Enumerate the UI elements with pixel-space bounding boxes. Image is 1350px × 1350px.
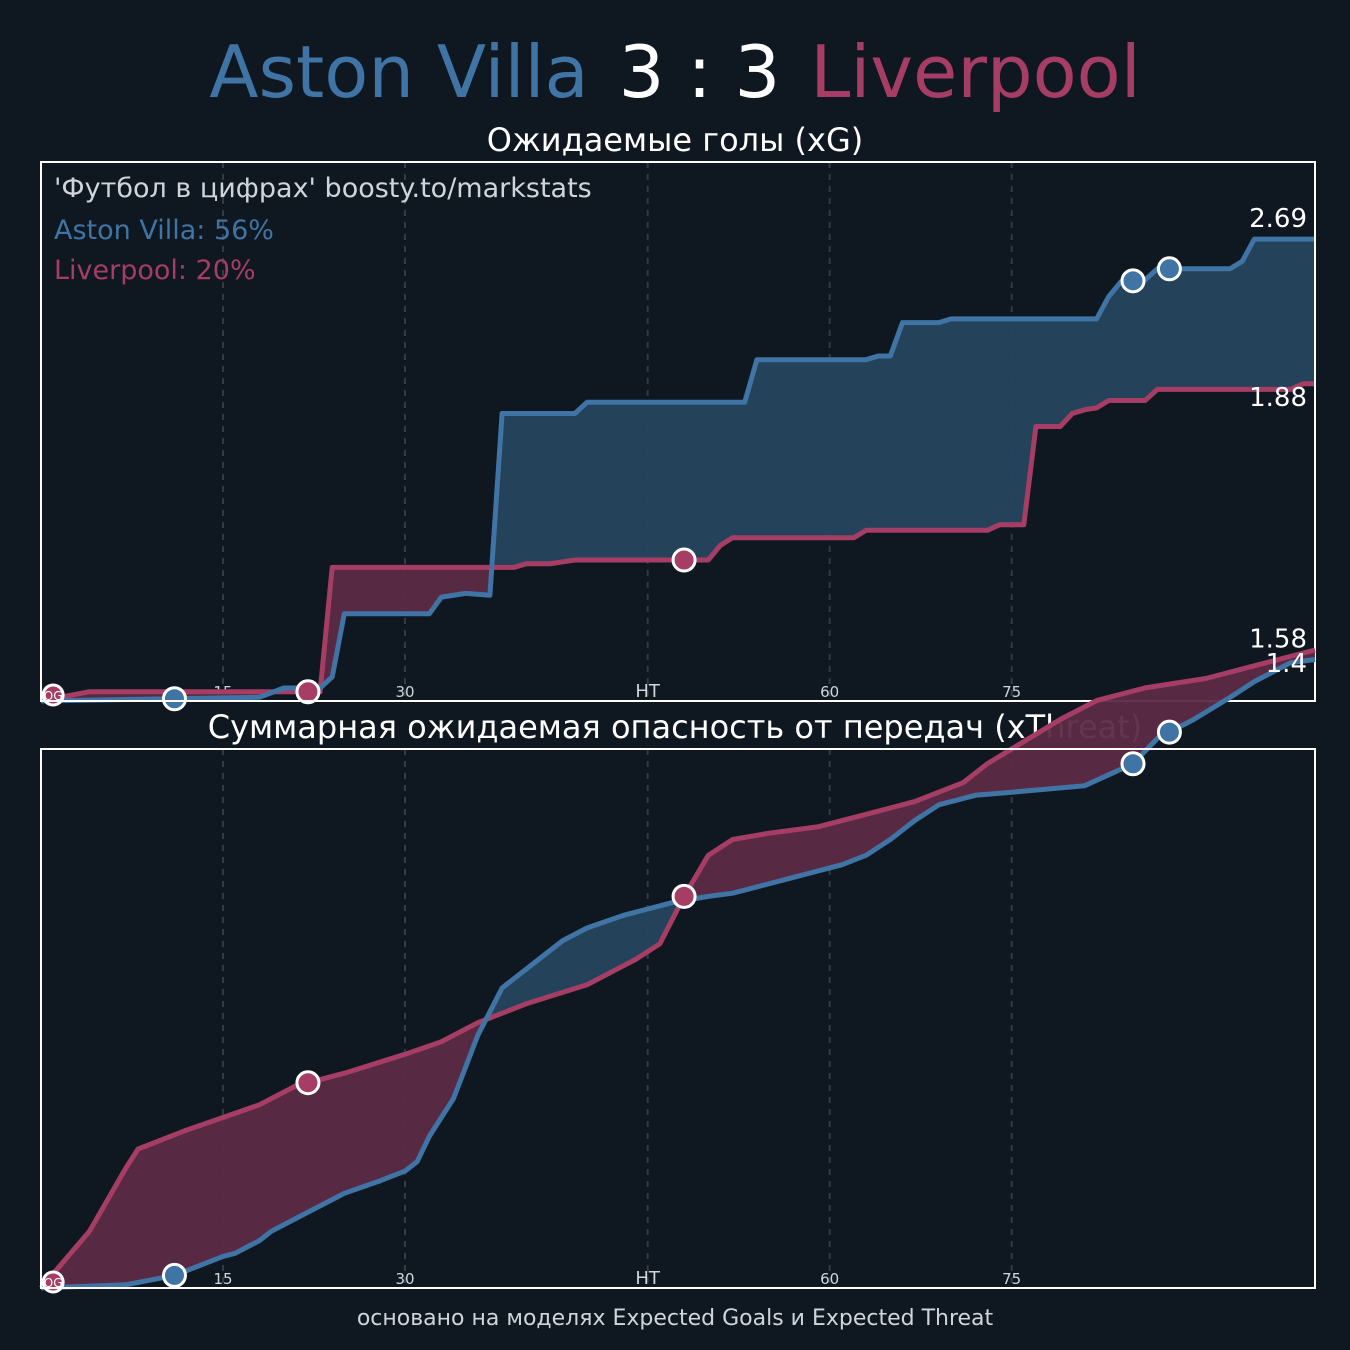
home-goal-marker — [1120, 751, 1146, 777]
xthreat-chart-title: Суммарная ожидаемая опасность от передач… — [207, 708, 1143, 746]
home-total-label: 1.58 — [1249, 625, 1307, 655]
away-advantage-area — [323, 549, 493, 686]
match-header: Aston Villa 3 : 3 Liverpool — [0, 24, 1350, 120]
home-team-name: Aston Villa — [209, 30, 589, 114]
xg-chart: 1530HT6075OG2.691.88'Футбол в цифрах' bo… — [40, 161, 1316, 712]
x-tick-label: HT — [635, 681, 661, 702]
home-goal-marker — [161, 1262, 187, 1288]
match-score: 3 : 3 — [618, 30, 781, 114]
home-series-line — [40, 657, 1316, 1291]
home-advantage-area — [486, 896, 685, 1020]
home-goal-marker — [161, 686, 187, 712]
away-total-label: 1.4 — [1266, 649, 1307, 679]
x-tick-label: 15 — [213, 1270, 232, 1288]
own-goal-label: OG — [44, 1276, 63, 1290]
away-goal-marker — [671, 883, 697, 909]
home-advantage-area — [493, 239, 1315, 568]
away-goal-marker — [295, 679, 321, 705]
home-goal-marker — [1120, 268, 1146, 294]
home-goal-marker — [1156, 256, 1182, 282]
chart-frame — [40, 161, 1316, 702]
own-goal-label: OG — [44, 689, 63, 703]
away-total-label: 1.88 — [1249, 383, 1307, 413]
home-total-label: 2.69 — [1249, 204, 1307, 234]
away-goal-marker — [295, 1070, 321, 1096]
away-win-probability: Liverpool: 20% — [54, 255, 256, 286]
xthreat-chart: 15 30 HT 60 75 OG 1.581.4 — [39, 625, 1316, 1294]
x-tick-label: 75 — [1002, 683, 1021, 701]
away-series-line — [40, 381, 1315, 704]
away-team-name: Liverpool — [810, 30, 1141, 114]
credit-text: 'Футбол в цифрах' boosty.to/markstats — [54, 173, 592, 204]
home-win-probability: Aston Villa: 56% — [54, 215, 274, 246]
away-series-line — [39, 647, 1316, 1290]
home-series-line — [40, 236, 1315, 704]
away-advantage-area — [684, 650, 1315, 901]
x-tick-label: 30 — [395, 683, 414, 701]
x-tick-label: 75 — [1002, 1270, 1021, 1288]
x-tick-label: 60 — [820, 1270, 839, 1288]
xg-chart-title: Ожидаемые голы (xG) — [486, 121, 864, 159]
x-tick-label: 30 — [395, 1270, 414, 1288]
away-goal-marker — [671, 547, 697, 573]
x-tick-label: HT — [635, 1268, 661, 1289]
chart-frame — [40, 748, 1316, 1289]
footer-note: основано на моделях Expected Goals и Exp… — [356, 1306, 994, 1331]
home-goal-marker — [1156, 719, 1182, 745]
away-advantage-area — [44, 1017, 487, 1288]
x-tick-label: 60 — [820, 683, 839, 701]
